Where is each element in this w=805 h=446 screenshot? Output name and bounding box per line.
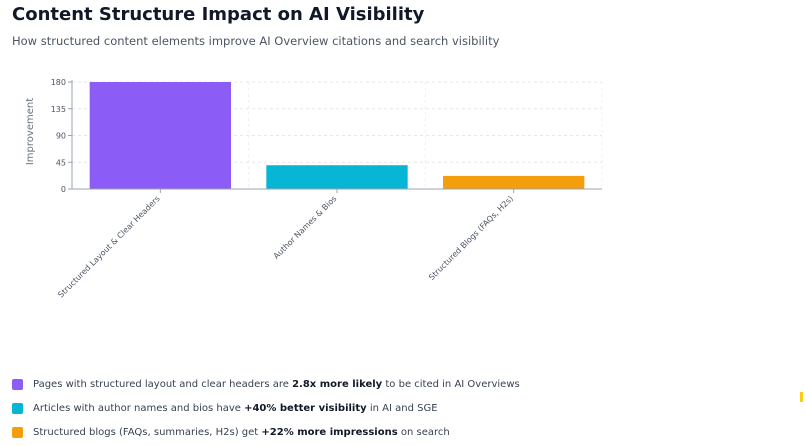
y-tick-label: 90 (56, 132, 66, 141)
edge-marker (800, 392, 803, 402)
y-tick-label: 135 (51, 105, 66, 114)
bar (89, 82, 232, 189)
legend-swatch (12, 426, 23, 438)
chart-title: Content Structure Impact on AI Visibilit… (12, 4, 425, 25)
legend-item: Structured blogs (FAQs, summaries, H2s) … (12, 420, 520, 444)
x-tick-label: Structured Blogs (FAQs, H2s) (427, 194, 515, 282)
legend-text: Articles with author names and bios have… (33, 402, 438, 414)
bar (443, 175, 585, 189)
chart-legend: Pages with structured layout and clear h… (12, 372, 520, 444)
bar-chart: 0 45 90 135 180 Structured Layout & Clear Hea… (25, 78, 603, 299)
legend-item: Pages with structured layout and clear h… (12, 372, 520, 396)
legend-swatch (12, 378, 23, 390)
y-tick-label: 180 (51, 78, 66, 87)
x-tick-label: Author Names & Bios (272, 194, 339, 261)
y-tick-label: 45 (56, 158, 66, 167)
y-tick-label: 0 (61, 185, 66, 194)
legend-item: Articles with author names and bios have… (12, 396, 520, 420)
legend-text: Pages with structured layout and clear h… (33, 378, 520, 390)
x-tick-label: Structured Layout & Clear Headers (56, 194, 161, 299)
y-axis-label: Improvement (25, 98, 36, 165)
chart-subtitle: How structured content elements improve … (12, 34, 500, 48)
bar (266, 165, 408, 189)
legend-text: Structured blogs (FAQs, summaries, H2s) … (33, 426, 450, 438)
legend-swatch (12, 402, 23, 414)
